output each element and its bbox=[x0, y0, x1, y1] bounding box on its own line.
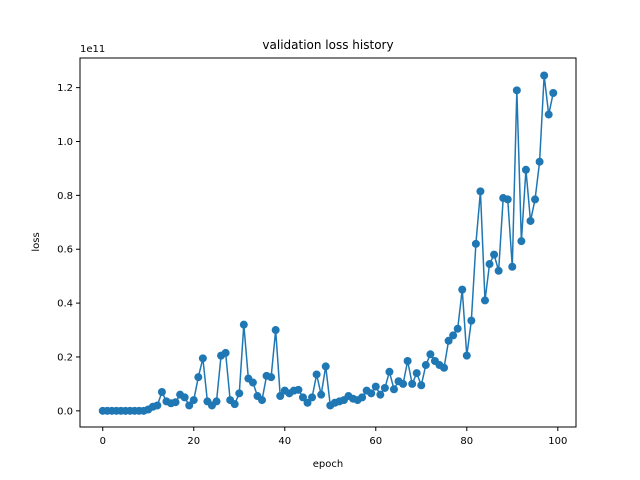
x-tick-label: 20 bbox=[187, 436, 200, 447]
data-point bbox=[462, 351, 471, 360]
data-point bbox=[189, 396, 198, 405]
data-point bbox=[157, 387, 166, 396]
data-point bbox=[480, 296, 489, 305]
data-point bbox=[399, 379, 408, 388]
data-point bbox=[367, 389, 376, 398]
y-axis: 0.0 0.2 0.4 0.6 0.8 1.0 1.2 bbox=[57, 83, 80, 417]
data-point bbox=[267, 373, 276, 382]
x-axis-label: epoch bbox=[313, 459, 343, 470]
y-tick-label: 0.0 bbox=[57, 406, 73, 417]
data-point bbox=[194, 373, 203, 382]
y-tick-label: 0.8 bbox=[57, 191, 73, 202]
data-point bbox=[312, 370, 321, 379]
data-point bbox=[303, 398, 312, 407]
data-point bbox=[471, 239, 480, 248]
data-point bbox=[235, 389, 244, 398]
data-point bbox=[171, 398, 180, 407]
data-point bbox=[440, 363, 449, 372]
data-point bbox=[535, 157, 544, 166]
y-tick-label: 0.6 bbox=[57, 245, 73, 256]
axes-frame bbox=[79, 57, 577, 428]
y-tick-label: 1.2 bbox=[57, 83, 73, 94]
y-tick-label: 0.4 bbox=[57, 299, 73, 310]
x-tick-label: 60 bbox=[369, 436, 382, 447]
data-point bbox=[380, 383, 389, 392]
data-point bbox=[271, 326, 280, 335]
data-point bbox=[371, 382, 380, 391]
data-point bbox=[426, 350, 435, 359]
chart-title: validation loss history bbox=[262, 38, 393, 52]
data-point bbox=[412, 369, 421, 378]
data-point bbox=[185, 401, 194, 410]
data-point bbox=[298, 393, 307, 402]
data-point bbox=[517, 237, 526, 246]
data-point bbox=[385, 367, 394, 376]
data-point bbox=[248, 378, 257, 387]
x-axis: 0 20 40 60 80 100 bbox=[100, 427, 567, 447]
data-point bbox=[321, 362, 330, 371]
x-tick-label: 100 bbox=[548, 436, 567, 447]
data-point bbox=[526, 216, 535, 225]
data-point bbox=[540, 71, 549, 80]
data-point bbox=[230, 400, 239, 409]
series-line bbox=[102, 74, 554, 412]
data-point bbox=[221, 348, 230, 357]
data-point bbox=[531, 195, 540, 204]
x-tick-label: 80 bbox=[460, 436, 473, 447]
data-point bbox=[376, 390, 385, 399]
data-point bbox=[389, 385, 398, 394]
data-point bbox=[503, 195, 512, 204]
data-point bbox=[476, 187, 485, 196]
data-point bbox=[212, 397, 221, 406]
data-point bbox=[490, 250, 499, 259]
data-point bbox=[403, 357, 412, 366]
data-point bbox=[458, 285, 467, 294]
plot-area bbox=[79, 57, 577, 428]
data-point bbox=[508, 262, 517, 271]
data-point bbox=[258, 396, 267, 405]
data-point bbox=[408, 379, 417, 388]
data-point bbox=[512, 86, 521, 95]
data-point bbox=[521, 165, 530, 174]
data-point bbox=[549, 89, 558, 98]
data-point bbox=[308, 393, 317, 402]
data-point bbox=[276, 392, 285, 401]
data-point bbox=[317, 390, 326, 399]
data-point bbox=[544, 110, 553, 119]
data-point bbox=[180, 393, 189, 402]
x-tick-label: 0 bbox=[100, 436, 106, 447]
series-layer bbox=[98, 71, 558, 415]
y-offset-label: 1e11 bbox=[80, 44, 105, 55]
data-point bbox=[198, 354, 207, 363]
data-point bbox=[485, 260, 494, 269]
data-point bbox=[444, 336, 453, 345]
y-axis-label: loss bbox=[31, 232, 42, 251]
data-point bbox=[294, 385, 303, 394]
x-tick-label: 40 bbox=[278, 436, 291, 447]
data-point bbox=[358, 393, 367, 402]
data-point bbox=[421, 361, 430, 370]
data-point bbox=[494, 266, 503, 275]
data-point bbox=[449, 331, 458, 340]
y-tick-label: 0.2 bbox=[57, 352, 73, 363]
data-point bbox=[453, 324, 462, 333]
data-point bbox=[467, 316, 476, 325]
data-point bbox=[417, 381, 426, 390]
data-point bbox=[239, 320, 248, 329]
y-tick-label: 1.0 bbox=[57, 137, 73, 148]
data-point bbox=[153, 401, 162, 410]
